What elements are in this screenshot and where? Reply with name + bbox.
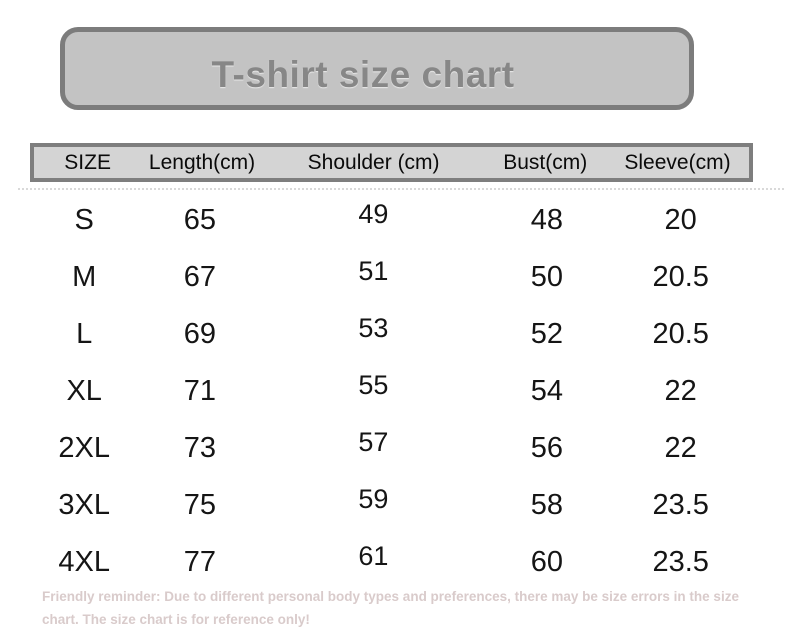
value-cell: 55	[358, 370, 389, 400]
value-cell: 69	[183, 318, 217, 350]
size-cell: L	[76, 318, 93, 350]
value-cell: 49	[358, 199, 389, 229]
value-cell: 54	[530, 375, 564, 407]
size-cell: 2XL	[58, 432, 111, 464]
table-header-row: SIZE Length(cm) Shoulder (cm) Bust(cm) Sleev…	[30, 143, 753, 182]
column-header-size: SIZE	[64, 150, 111, 174]
column-header-bust-cm: Bust(cm)	[503, 150, 588, 174]
value-cell: 20	[664, 204, 697, 236]
value-cell: 53	[358, 313, 389, 343]
value-cell: 20.5	[652, 318, 709, 350]
size-table-body: S 65 49 48 20 M 67 51 50 20.5 L 69 53 52 20.5 XL 71 55 54 2…	[30, 192, 753, 591]
value-cell: 57	[358, 427, 389, 457]
title-banner: T-shirt size chart	[60, 27, 694, 110]
value-cell: 58	[530, 489, 564, 521]
size-cell: 4XL	[58, 546, 111, 578]
reminder-note-line-2: chart. The size chart is for reference o…	[42, 612, 310, 627]
column-header-sleeve-cm: Sleeve(cm)	[624, 150, 731, 174]
value-cell: 71	[183, 375, 217, 407]
size-cell: S	[74, 204, 94, 236]
value-cell: 65	[183, 204, 217, 236]
reminder-note-line-1: Friendly reminder: Due to different pers…	[42, 589, 739, 604]
size-cell: XL	[66, 375, 102, 407]
column-header-shoulder-cm: Shoulder (cm)	[307, 150, 440, 174]
value-cell: 52	[530, 318, 564, 350]
header-underline	[18, 188, 784, 190]
column-header-length-cm: Length(cm)	[148, 150, 256, 174]
size-cell: M	[72, 261, 97, 293]
value-cell: 51	[358, 256, 389, 286]
value-cell: 56	[530, 432, 564, 464]
value-cell: 23.5	[652, 546, 709, 578]
page-title: T-shirt size chart	[211, 53, 515, 95]
value-cell: 22	[664, 375, 697, 407]
value-cell: 75	[183, 489, 217, 521]
value-cell: 67	[183, 261, 217, 293]
value-cell: 23.5	[652, 489, 709, 521]
value-cell: 50	[530, 261, 564, 293]
value-cell: 77	[183, 546, 217, 578]
value-cell: 60	[530, 546, 564, 578]
value-cell: 22	[664, 432, 697, 464]
value-cell: 59	[358, 484, 389, 514]
value-cell: 20.5	[652, 261, 709, 293]
value-cell: 48	[530, 204, 564, 236]
reminder-note: Friendly reminder: Due to different pers…	[42, 585, 757, 631]
value-cell: 73	[183, 432, 217, 464]
value-cell: 61	[358, 541, 389, 571]
size-cell: 3XL	[58, 489, 111, 521]
